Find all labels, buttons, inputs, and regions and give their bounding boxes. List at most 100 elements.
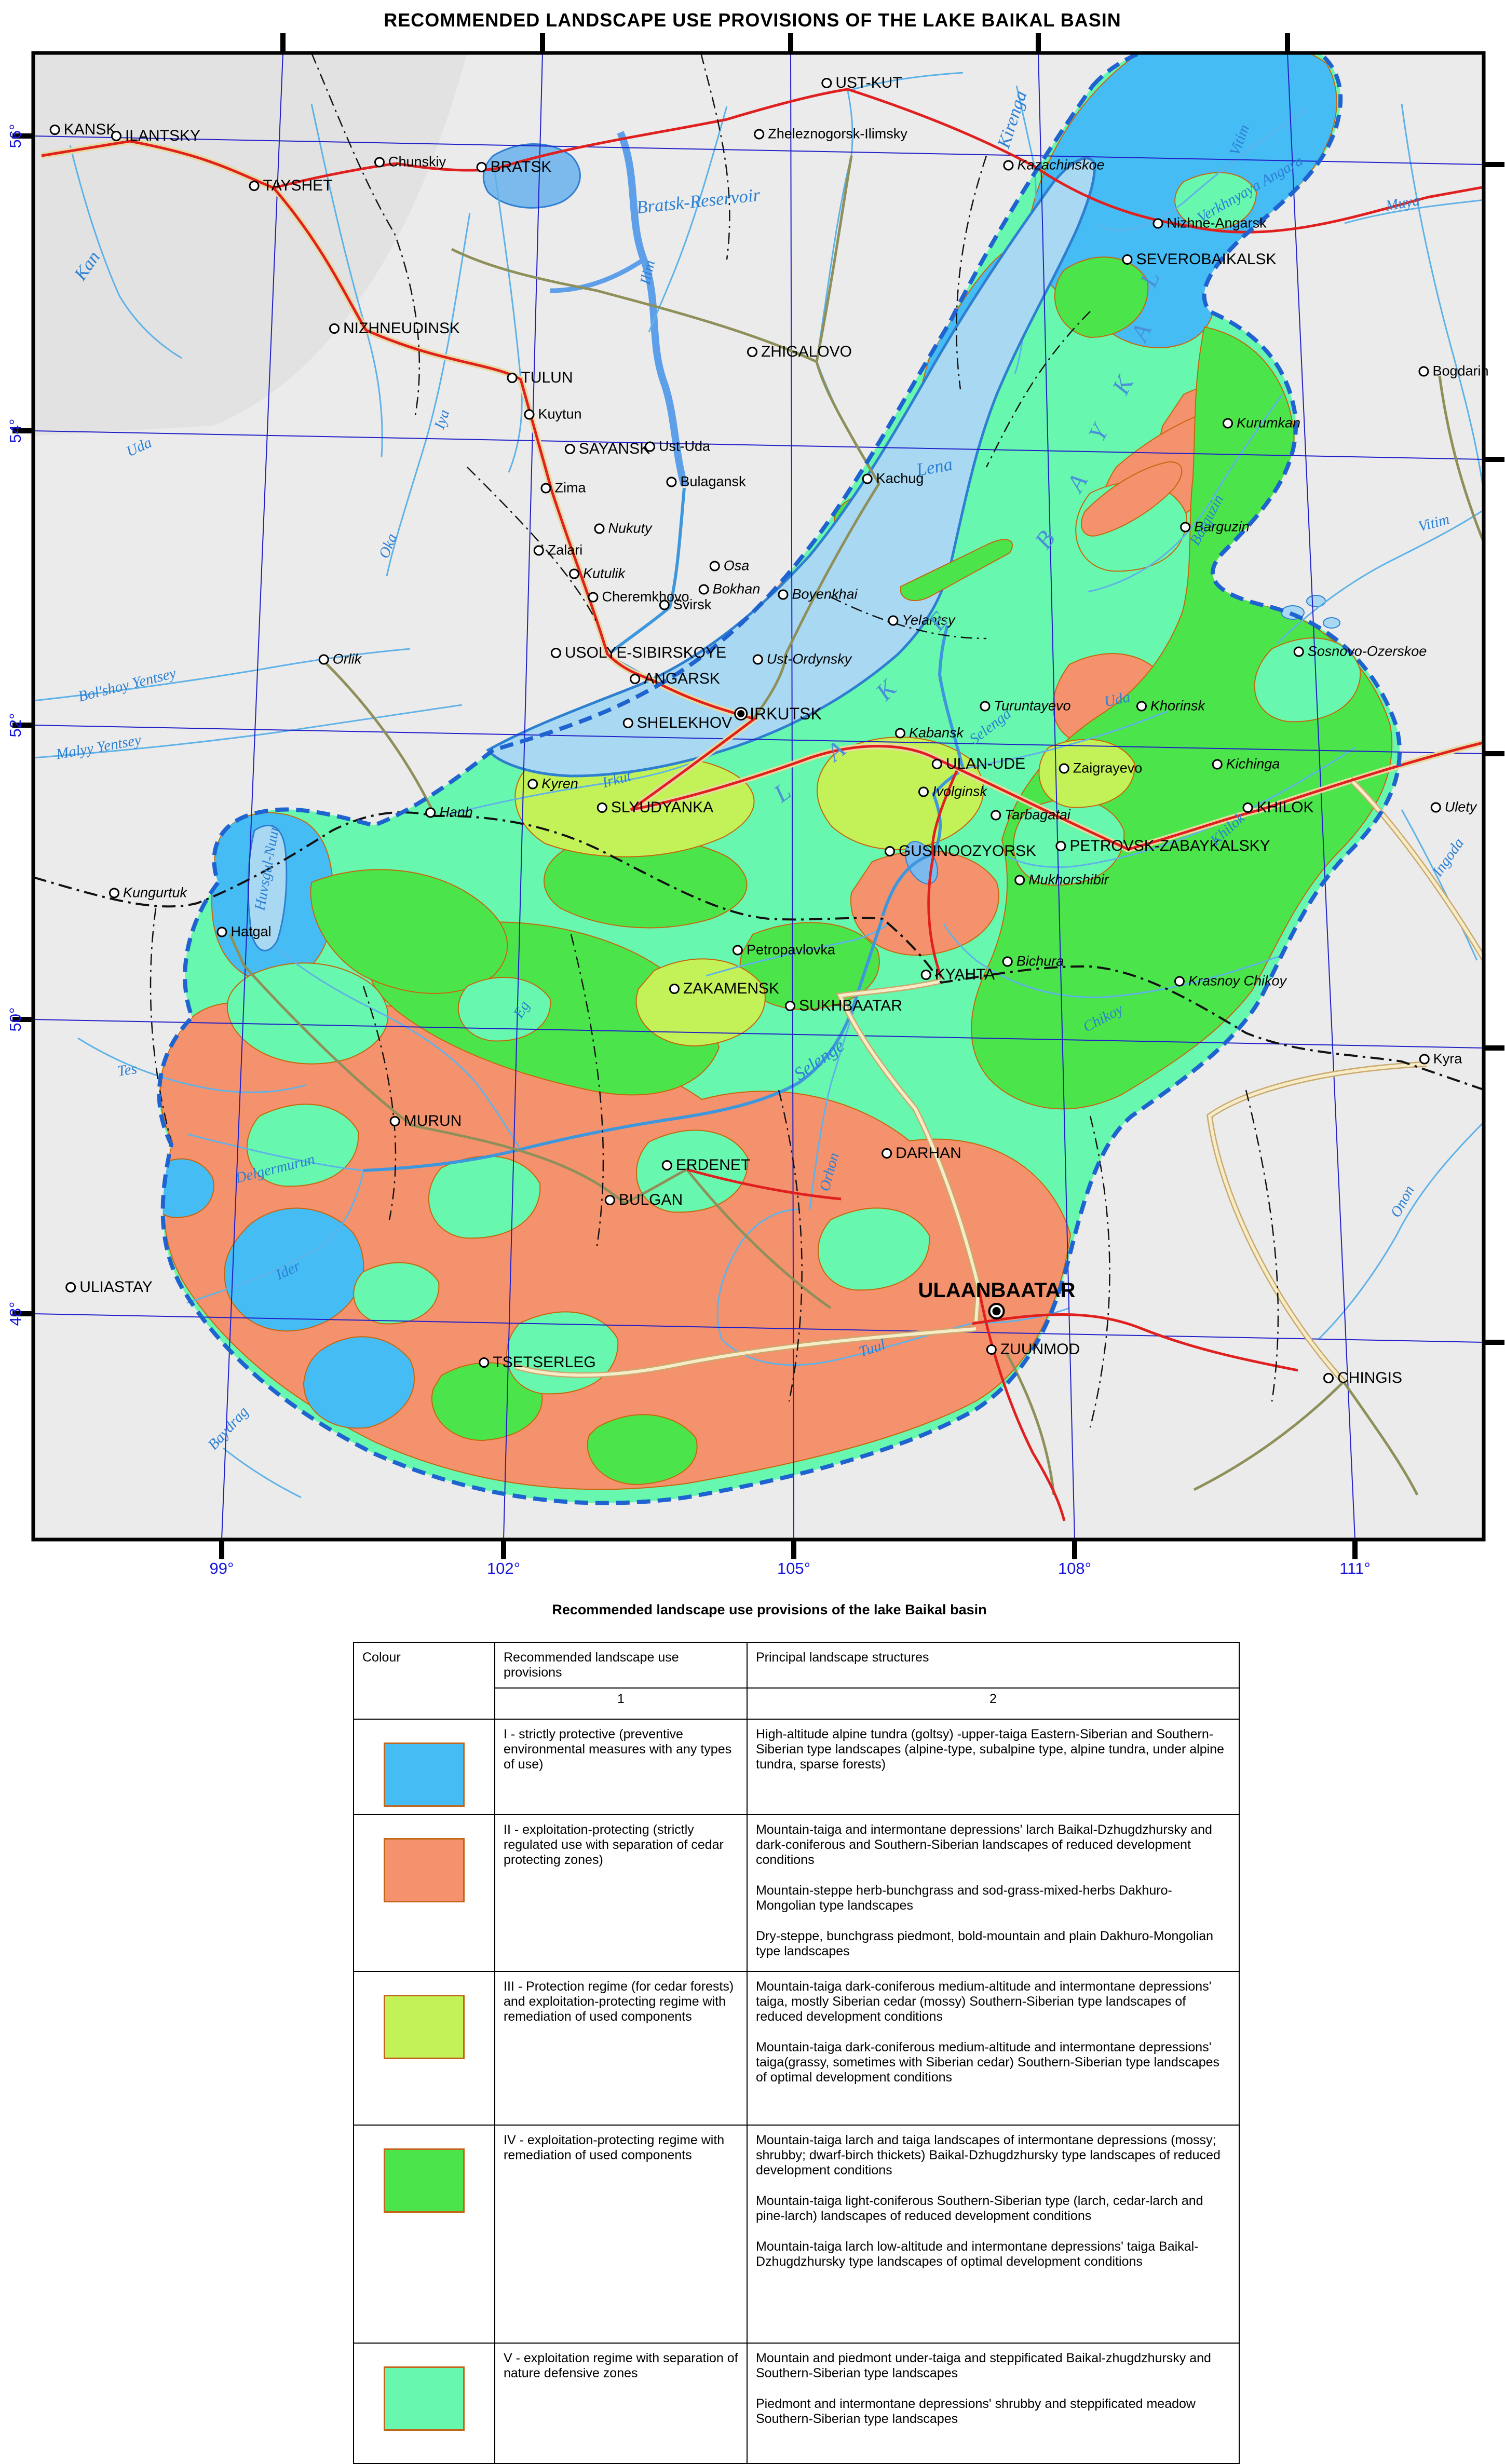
city-label: ULAN-UDE: [931, 756, 1025, 772]
city-name: Hanh: [439, 804, 473, 820]
legend-colour-swatch: [384, 2148, 465, 2213]
city-dot: [216, 927, 227, 937]
city-name: SLYUDYANKA: [611, 799, 714, 816]
legend-row: IV - exploitation-protecting regime with…: [353, 2125, 1240, 2344]
city-label: Nizhne-Angarsk: [1153, 216, 1267, 230]
city-dot: [862, 473, 873, 484]
city-label: ZUUNMOD: [986, 1342, 1080, 1357]
city-label: Hatgal: [216, 924, 272, 939]
city-dot: [524, 409, 535, 419]
city-label: KYAHTA: [920, 967, 995, 983]
city-name: TSETSERLEG: [493, 1354, 596, 1371]
city-dot: [920, 970, 931, 980]
city-label: Petropavlovka: [732, 943, 835, 957]
city-name: ANGARSK: [644, 670, 720, 687]
city-dot: [1014, 875, 1025, 885]
longitude-value: 108°: [1057, 1559, 1092, 1577]
city-dot: [778, 589, 789, 600]
city-name: Kyra: [1433, 1051, 1462, 1067]
city-dot: [550, 648, 561, 658]
city-label: KHILOK: [1242, 800, 1314, 815]
city-name: PETROVSK-ZABAYKALSKY: [1069, 837, 1270, 854]
city-dot: [821, 78, 832, 88]
city-name: NIZHNEUDINSK: [343, 320, 460, 337]
city-dot: [596, 802, 607, 813]
city-label: Krasnoy Chikoy: [1174, 974, 1286, 988]
graticule-meridian: [1038, 53, 1075, 1540]
longitude-label: 111°: [1339, 1559, 1371, 1578]
graticule-meridian: [503, 53, 543, 1540]
legend-swatch-cell: [353, 1971, 495, 2126]
legend-row: II - exploitation-protecting (strictly r…: [353, 1814, 1240, 1972]
latitude-label: 54°: [6, 419, 25, 443]
city-name: Zaigrayevo: [1073, 760, 1143, 776]
city-name: UST-KUT: [835, 74, 902, 91]
legend-structure-paragraph: Mountain-taiga larch low-altitude and in…: [756, 2239, 1199, 2269]
city-dot: [389, 1116, 400, 1126]
city-dot: [1242, 802, 1253, 813]
city-label: SEVEROBAIKALSK: [1122, 252, 1277, 267]
city-dot: [568, 568, 579, 579]
legend-structures: Mountain-taiga and intermontane depressi…: [747, 1814, 1240, 1972]
city-dot: [888, 615, 899, 625]
city-label: Bogdarin: [1418, 364, 1489, 378]
latitude-label: 50°: [6, 1008, 25, 1032]
longitude-label: 108°: [1058, 1559, 1091, 1578]
city-name: TAYSHET: [263, 177, 333, 194]
city-name: IRKUTSK: [750, 704, 822, 723]
city-label: IRKUTSK: [734, 704, 822, 723]
city-label: Orlik: [318, 652, 361, 666]
legend-row: III - Protection regime (for cedar fores…: [353, 1971, 1240, 2126]
city-label: USOLYE-SIBIRSKOYE: [550, 645, 726, 661]
city-label: MURUN: [389, 1113, 462, 1129]
legend-header-row: Colour Recommended landscape use provisi…: [353, 1642, 1240, 1720]
legend-col-colour: Colour: [353, 1642, 495, 1720]
city-dot: [540, 483, 551, 493]
city-label: Nukuty: [594, 521, 652, 536]
city-label: Kuytun: [524, 407, 582, 421]
city-label: Tarbagatai: [991, 808, 1070, 822]
city-label: ILANTSKY: [111, 128, 200, 144]
city-dot: [666, 477, 677, 487]
city-dot: [1212, 759, 1223, 769]
legend-provision: I - strictly protective (preventive envi…: [494, 1719, 748, 1815]
legend-swatch-cell: [353, 2343, 495, 2464]
city-name: Krasnoy Chikoy: [1188, 973, 1287, 989]
city-label: BRATSK: [476, 159, 551, 175]
city-name: BULGAN: [618, 1191, 683, 1208]
city-name: Mukhorshibir: [1028, 872, 1109, 888]
city-label: Bokhan: [698, 582, 760, 596]
longitude-value: 111°: [1339, 1559, 1371, 1577]
city-label: SLYUDYANKA: [596, 799, 714, 816]
longitude-value: 102°: [486, 1559, 521, 1577]
city-label: Kyren: [527, 777, 578, 791]
city-dot: [1055, 841, 1066, 851]
legend-col-provisions: Recommended landscape use provisions: [494, 1642, 748, 1689]
city-dot: [884, 846, 895, 856]
city-name: ZHIGALOVO: [761, 343, 852, 360]
city-label: Kyra: [1419, 1052, 1462, 1066]
city-label: ULAANBAATAR: [918, 1280, 1075, 1319]
legend-colour-swatch: [384, 1743, 465, 1807]
city-label: ERDENET: [661, 1158, 750, 1173]
city-label: Ulety: [1430, 800, 1476, 814]
city-name: SHELEKHOV: [636, 714, 733, 731]
map-canvas: [12, 33, 1504, 1559]
city-dot: [318, 654, 329, 664]
legend-structure-paragraph: Mountain-taiga light-coniferous Southern…: [756, 2194, 1203, 2223]
city-label: ANGARSK: [630, 671, 720, 687]
city-label: SUKHBAATAR: [785, 998, 902, 1014]
longitude-value: 99°: [209, 1559, 234, 1577]
city-label: Osa: [709, 559, 749, 573]
city-dot: [594, 523, 605, 534]
city-label: KANSK: [49, 122, 116, 138]
city-label: Kabansk: [894, 726, 964, 740]
city-dot: [1153, 218, 1163, 228]
city-name: Kurumkan: [1236, 415, 1301, 431]
city-label: ZHIGALOVO: [747, 344, 852, 360]
city-dot: [754, 129, 765, 139]
city-name: Kungurtuk: [123, 884, 187, 901]
city-name: Yelantsy: [902, 612, 955, 628]
city-label: Khorinsk: [1136, 699, 1205, 713]
city-label: Svirsk: [659, 597, 711, 612]
